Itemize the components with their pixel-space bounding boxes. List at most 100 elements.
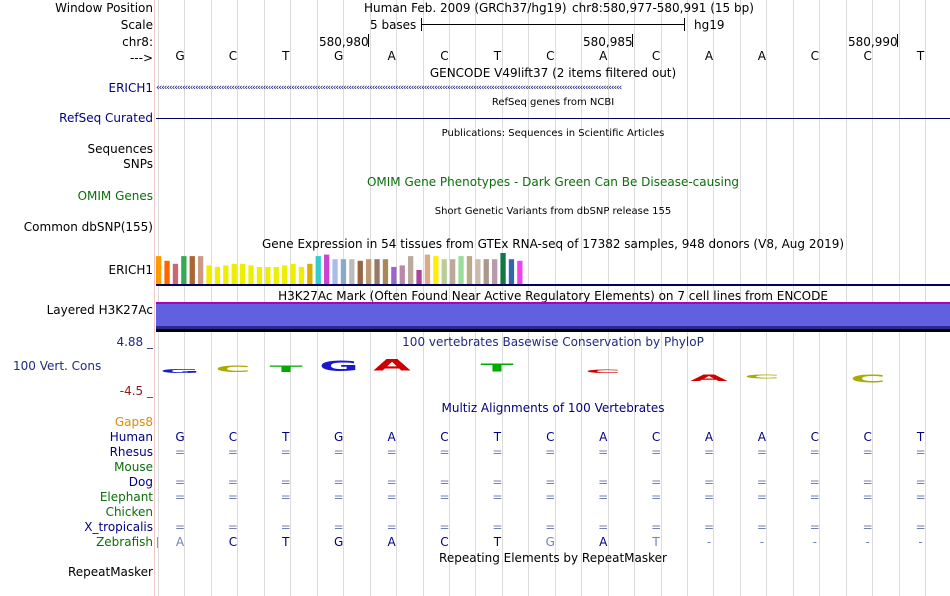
reference-base: C (810, 49, 819, 63)
alignment-base: = (862, 475, 873, 489)
gtex-tissue-bar[interactable] (282, 265, 288, 284)
species-label[interactable]: X_tropicalis (84, 520, 153, 534)
gtex-tissue-bar[interactable] (223, 265, 229, 284)
species-label[interactable]: Mouse (114, 460, 153, 474)
grid-line (290, 0, 291, 596)
gtex-bar-chart[interactable] (156, 252, 556, 284)
gtex-tissue-bar[interactable] (273, 266, 279, 284)
grid-line (370, 0, 371, 596)
alignment-base: C (651, 430, 661, 444)
species-label[interactable]: Chicken (105, 505, 153, 519)
gtex-tissue-bar[interactable] (172, 263, 179, 284)
alignment-base: T (282, 535, 290, 549)
alignment-base: G (334, 535, 344, 549)
gtex-tissue-bar[interactable] (240, 263, 246, 284)
gtex-tissue-bar[interactable] (214, 266, 221, 284)
alignment-base: A (387, 430, 396, 444)
gtex-tissue-bar[interactable] (164, 260, 170, 284)
gtex-tissue-bar[interactable] (492, 259, 498, 284)
gtex-tissue-bar[interactable] (475, 259, 481, 284)
gtex-tissue-bar[interactable] (374, 259, 380, 284)
gtex-tissue-bar[interactable] (156, 256, 162, 284)
species-label[interactable]: Zebrafish (96, 535, 153, 549)
reference-base: C (440, 49, 449, 63)
alignment-base: = (598, 475, 609, 489)
gtex-tissue-bar[interactable] (483, 259, 489, 284)
gtex-tissue-bar[interactable] (416, 270, 422, 284)
gtex-tissue-bar[interactable] (198, 256, 204, 284)
alignment-base: A (387, 535, 396, 549)
h3k27ac-track-title: H3K27Ac Mark (Often Found Near Active Re… (278, 289, 828, 303)
gtex-tissue-bar[interactable] (231, 263, 237, 284)
gtex-tissue-bar[interactable] (399, 265, 405, 284)
gtex-tissue-bar[interactable] (458, 256, 464, 284)
alignment-base: = (280, 520, 291, 534)
gtex-tissue-bar[interactable] (340, 259, 347, 284)
gtex-tissue-bar[interactable] (324, 254, 330, 284)
phylop-ymin: -4.5 _ (119, 384, 153, 398)
repeatmasker-label[interactable]: RepeatMasker (67, 565, 153, 579)
gtex-tissue-bar[interactable] (307, 263, 313, 284)
gtex-tissue-bar[interactable] (349, 259, 355, 284)
gtex-tissue-bar[interactable] (441, 259, 447, 284)
refseq-gene-line[interactable] (156, 118, 950, 119)
gtex-tissue-bar[interactable] (181, 256, 187, 284)
alignment-base: = (756, 520, 767, 534)
scale-bar-right-tick (684, 18, 685, 31)
alignment-base: = (703, 445, 715, 459)
h3k27ac-signal[interactable] (156, 302, 950, 332)
gtex-tissue-bar[interactable] (466, 256, 473, 284)
alignment-base: A (599, 430, 608, 444)
gtex-tissue-bar[interactable] (382, 259, 389, 284)
gtex-tissue-bar[interactable] (315, 256, 321, 284)
gtex-tissue-bar[interactable] (366, 259, 372, 284)
species-label[interactable]: Rhesus (109, 445, 153, 459)
species-label[interactable]: Elephant (99, 490, 153, 504)
gtex-tissue-bar[interactable] (206, 265, 212, 284)
gtex-tissue-bar[interactable] (517, 260, 523, 284)
grid-line (925, 0, 926, 596)
gtex-tissue-bar[interactable] (256, 266, 263, 284)
alignment-base: - (865, 535, 870, 549)
h3k27ac-label[interactable]: Layered H3K27Ac (46, 303, 153, 317)
gtex-tissue-bar[interactable] (189, 256, 195, 284)
species-label[interactable]: Human (109, 430, 153, 444)
gtex-tissue-bar[interactable] (248, 265, 254, 284)
publications-label-sequences[interactable]: Sequences (87, 142, 153, 156)
grid-line (475, 0, 476, 596)
gtex-tissue-bar[interactable] (424, 254, 431, 284)
gaps-label[interactable]: Gaps8 (114, 415, 153, 429)
gtex-tissue-bar[interactable] (298, 266, 305, 284)
species-label[interactable]: Dog (128, 475, 153, 489)
reference-base: G (334, 49, 344, 63)
grid-line (766, 0, 767, 596)
gtex-tissue-bar[interactable] (408, 256, 414, 284)
grid-line (158, 0, 159, 596)
alignment-base: A (599, 535, 608, 549)
gtex-tissue-bar[interactable] (500, 253, 506, 284)
phylop-label[interactable]: 100 Vert. Cons (13, 359, 102, 373)
gencode-gene-erich1[interactable]: ‹‹‹‹‹‹‹‹‹‹‹‹‹‹‹‹‹‹‹‹‹‹‹‹‹‹‹‹‹‹‹‹‹‹‹‹‹‹‹‹… (156, 83, 622, 93)
gtex-tissue-bar[interactable] (357, 260, 363, 284)
grid-line (237, 0, 238, 596)
gtex-tissue-bar[interactable] (450, 259, 456, 284)
gtex-tissue-bar[interactable] (332, 259, 338, 284)
gtex-tissue-bar[interactable] (265, 266, 271, 284)
gtex-tissue-bar[interactable] (391, 266, 397, 284)
alignment-base: - (918, 535, 923, 549)
dbsnp-label[interactable]: Common dbSNP(155) (23, 220, 153, 234)
publications-label-snps[interactable]: SNPs (123, 157, 153, 171)
omim-label[interactable]: OMIM Genes (77, 189, 153, 203)
gtex-tissue-bar[interactable] (433, 256, 439, 284)
alignment-base: = (915, 490, 926, 504)
gtex-label[interactable]: ERICH1 (108, 263, 154, 277)
gtex-tissue-bar[interactable] (290, 263, 296, 284)
phylop-track-title: 100 vertebrates Basewise Conservation by… (402, 335, 704, 349)
phylop-logo-base: A (690, 373, 728, 384)
alignment-base: = (492, 475, 503, 489)
gtex-tissue-bar[interactable] (508, 259, 515, 284)
alignment-base: = (333, 520, 344, 534)
refseq-label[interactable]: RefSeq Curated (59, 111, 153, 125)
alignment-base: G (175, 430, 185, 444)
gencode-label[interactable]: ERICH1 (108, 81, 154, 95)
